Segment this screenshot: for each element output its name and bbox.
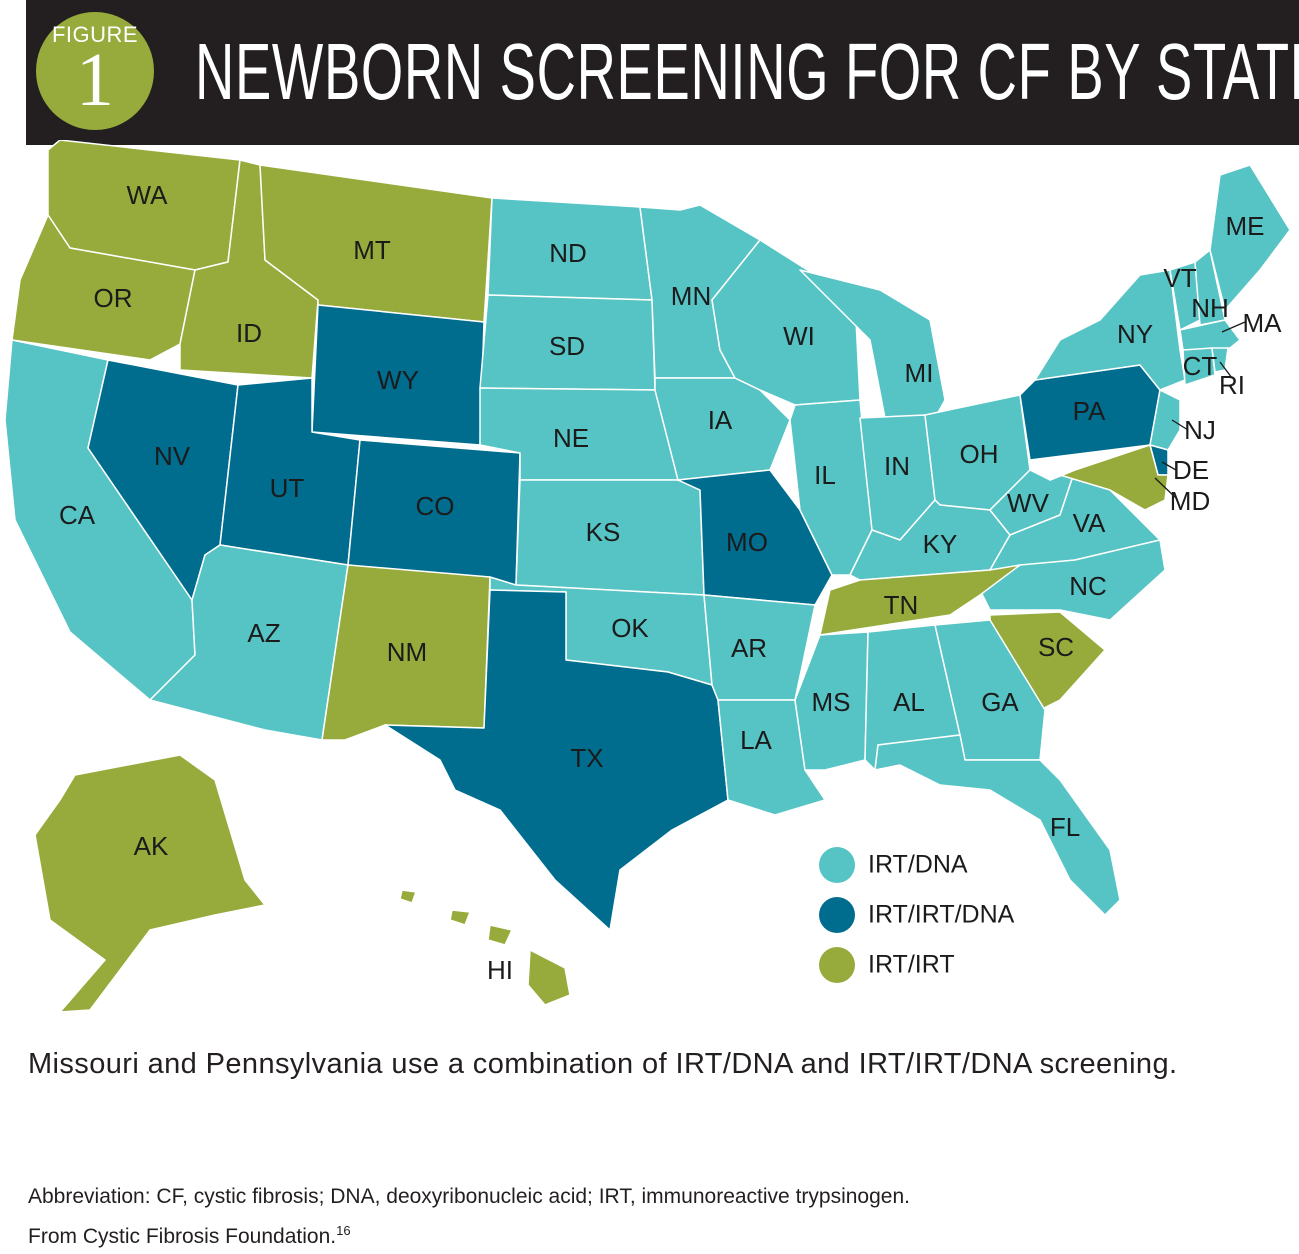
- state-label-ND: ND: [549, 238, 587, 268]
- state-label-NM: NM: [387, 637, 427, 667]
- legend-swatch-irt-irt: [819, 947, 855, 983]
- state-label-MD: MD: [1170, 486, 1210, 516]
- map-legend: IRT/DNA IRT/IRT/DNA IRT/IRT: [819, 847, 1015, 983]
- state-label-WI: WI: [783, 321, 815, 351]
- footnotes: Abbreviation: CF, cystic fibrosis; DNA, …: [28, 1180, 910, 1254]
- state-label-HI: HI: [487, 955, 513, 985]
- state-label-GA: GA: [981, 687, 1019, 717]
- state-RI: [1211, 347, 1229, 373]
- state-HI: [399, 889, 571, 1006]
- figure-caption: Missouri and Pennsylvania use a combinat…: [28, 1048, 1178, 1080]
- source-reference: 16: [336, 1223, 351, 1238]
- state-ME: [1209, 164, 1291, 311]
- state-label-PA: PA: [1073, 396, 1106, 426]
- state-label-NY: NY: [1117, 319, 1153, 349]
- state-label-LA: LA: [740, 725, 772, 755]
- state-label-MA: MA: [1243, 308, 1283, 338]
- state-label-MS: MS: [812, 687, 851, 717]
- state-label-WA: WA: [127, 180, 169, 210]
- abbreviation-note: Abbreviation: CF, cystic fibrosis; DNA, …: [28, 1185, 910, 1208]
- state-label-CO: CO: [416, 491, 455, 521]
- state-label-SD: SD: [549, 331, 585, 361]
- state-label-IA: IA: [708, 405, 733, 435]
- legend-label-irt-irt: IRT/IRT: [868, 951, 955, 979]
- state-label-AZ: AZ: [247, 618, 280, 648]
- title-banner: [26, 0, 1299, 145]
- leader-RI: [1219, 361, 1233, 379]
- state-label-WV: WV: [1007, 488, 1050, 518]
- state-label-AR: AR: [731, 633, 767, 663]
- state-label-AL: AL: [893, 687, 925, 717]
- leader-MA: [1221, 321, 1246, 333]
- state-OR: [11, 214, 196, 361]
- state-label-RI: RI: [1219, 370, 1245, 400]
- figure-badge: FIGURE 1: [36, 12, 154, 130]
- state-label-NV: NV: [154, 441, 191, 471]
- state-label-VA: VA: [1073, 508, 1106, 538]
- state-label-KY: KY: [923, 529, 958, 559]
- state-label-NE: NE: [553, 423, 589, 453]
- state-label-FL: FL: [1050, 812, 1080, 842]
- legend-swatch-irt-dna: [819, 847, 855, 883]
- state-label-AK: AK: [134, 831, 169, 861]
- legend-swatch-irt-irt-dna: [819, 897, 855, 933]
- state-label-CT: CT: [1183, 351, 1218, 381]
- state-MA: [1179, 319, 1241, 351]
- state-TN: [819, 564, 1021, 636]
- state-label-KS: KS: [586, 517, 621, 547]
- source-text: From Cystic Fibrosis Foundation.: [28, 1225, 337, 1248]
- state-label-TX: TX: [570, 743, 603, 773]
- state-label-OK: OK: [611, 613, 649, 643]
- state-label-OR: OR: [94, 283, 133, 313]
- state-label-VT: VT: [1163, 263, 1196, 293]
- state-label-UT: UT: [270, 473, 305, 503]
- us-map: WA OR ID MT NM AK HI TN SC MD NV UT WY CO TX MO PA DE CA AZ…: [4, 140, 1291, 1013]
- source-note: From Cystic Fibrosis Foundation.16: [28, 1214, 910, 1254]
- state-label-DE: DE: [1173, 455, 1209, 485]
- state-label-NC: NC: [1069, 571, 1107, 601]
- state-MI: [799, 269, 946, 419]
- state-label-CA: CA: [59, 500, 96, 530]
- state-label-TN: TN: [884, 590, 919, 620]
- state-label-WY: WY: [377, 365, 419, 395]
- state-FL: [874, 734, 1121, 916]
- state-MO: [677, 469, 833, 606]
- state-AK: [34, 754, 266, 1013]
- figure-title: NEWBORN SCREENING FOR CF BY STATE: [195, 27, 1299, 116]
- state-NC: [979, 539, 1166, 621]
- state-label-SC: SC: [1038, 632, 1074, 662]
- leader-DE: [1161, 461, 1177, 471]
- state-label-OH: OH: [960, 439, 999, 469]
- state-label-IL: IL: [814, 460, 836, 490]
- state-label-ID: ID: [236, 318, 262, 348]
- state-label-MT: MT: [353, 235, 391, 265]
- state-NY: [1034, 269, 1186, 391]
- state-label-NH: NH: [1191, 293, 1229, 323]
- state-label-NJ: NJ: [1184, 415, 1216, 445]
- state-TX: [384, 589, 729, 931]
- state-CT: [1182, 347, 1216, 386]
- state-MD: [1049, 444, 1169, 511]
- state-label-MO: MO: [726, 527, 768, 557]
- state-label-IN: IN: [884, 451, 910, 481]
- figure-number: 1: [76, 38, 114, 122]
- legend-label-irt-dna: IRT/DNA: [868, 851, 968, 879]
- state-label-MI: MI: [905, 358, 934, 388]
- figure-word: FIGURE: [51, 22, 139, 47]
- leader-NJ: [1171, 419, 1189, 431]
- legend-label-irt-irt-dna: IRT/IRT/DNA: [868, 901, 1015, 929]
- state-label-MN: MN: [671, 281, 711, 311]
- leader-MD: [1154, 477, 1177, 499]
- state-NJ: [1149, 389, 1181, 451]
- state-label-ME: ME: [1226, 211, 1265, 241]
